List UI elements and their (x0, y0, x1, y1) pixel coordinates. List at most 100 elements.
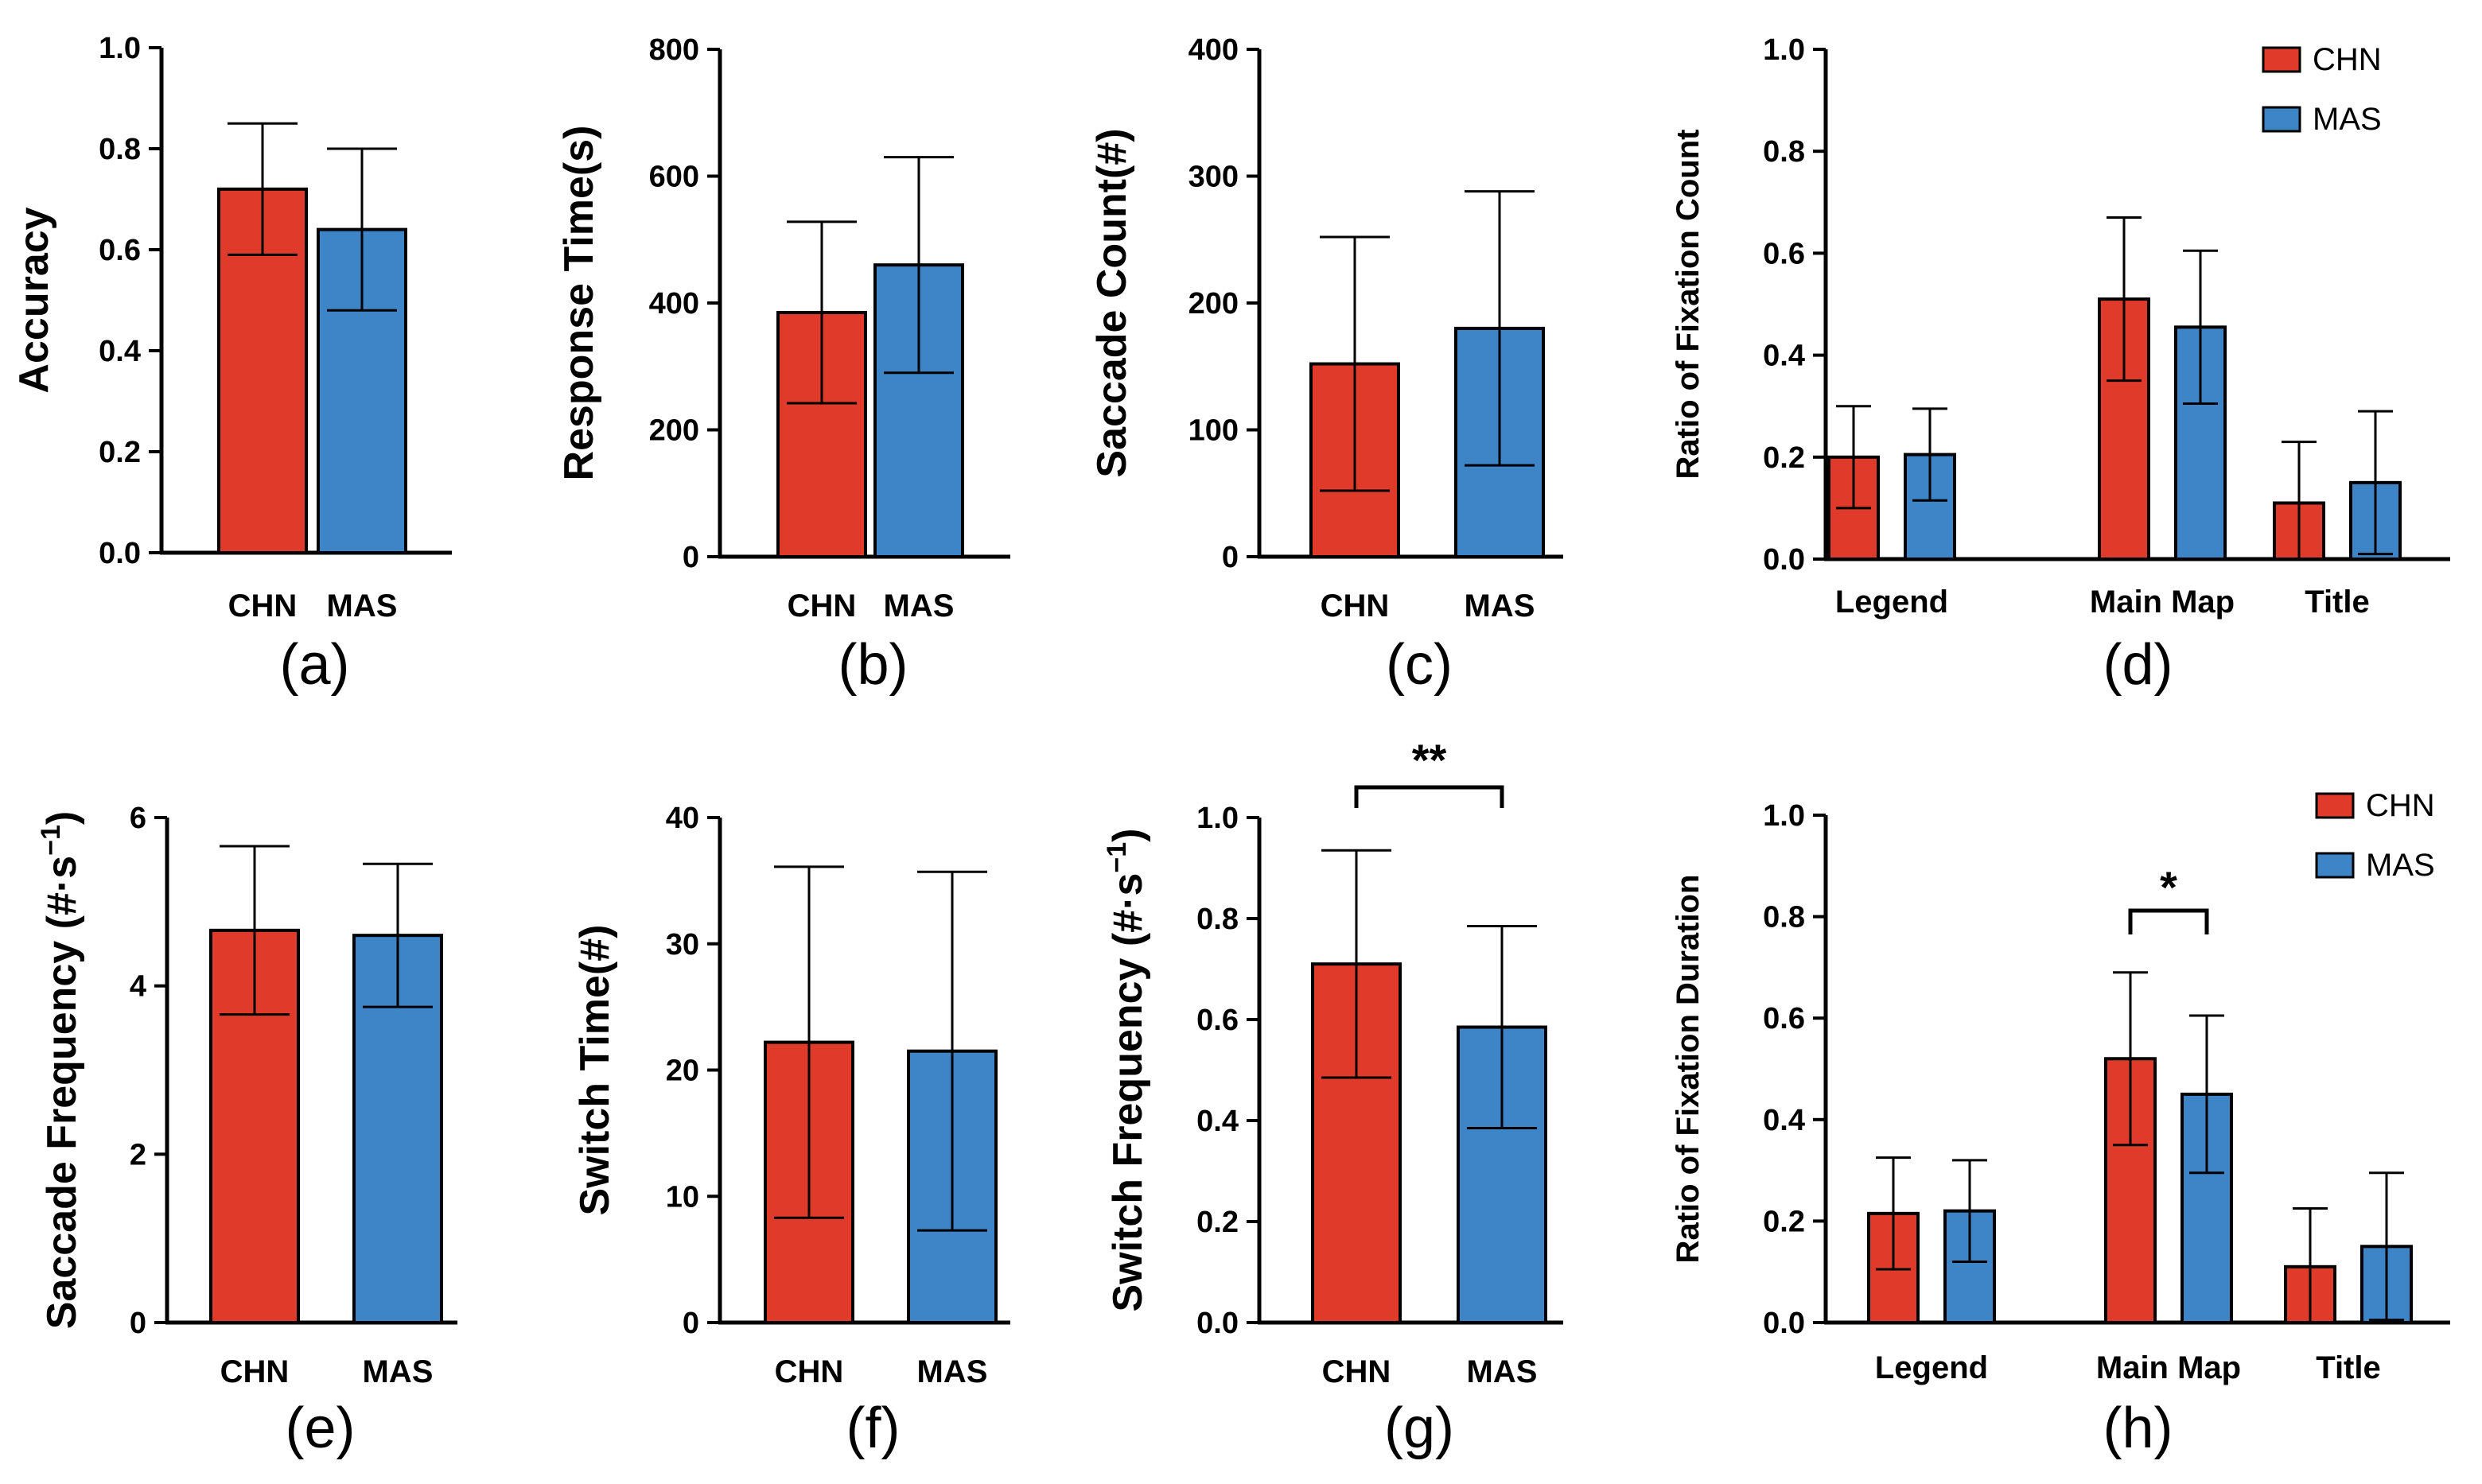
y-tick-label: 0.8 (1763, 901, 1805, 934)
y-tick-label: 0.8 (1763, 135, 1805, 169)
x-tick-label: Legend (1835, 585, 1948, 620)
x-tick-label: Title (2316, 1350, 2381, 1385)
y-tick-label: 2 (130, 1138, 146, 1171)
x-tick-label: CHN (1322, 1354, 1391, 1389)
legend-swatch-chn (2262, 46, 2301, 73)
y-tick-label: 0.2 (1196, 1206, 1239, 1239)
panel-b: 0 200 400 600 800 Response Time(s) CHN MAS (b) (556, 33, 1010, 697)
y-tick-label: 0.6 (1763, 1002, 1805, 1035)
y-axis-label: Accuracy (11, 207, 57, 393)
y-tick-label: 0.4 (1196, 1105, 1239, 1138)
panel-label: (a) (280, 633, 350, 697)
legend-label-mas: MAS (2313, 102, 2382, 137)
legend-label-chn: CHN (2313, 42, 2382, 77)
y-tick-label: 0.2 (99, 436, 141, 469)
x-tick-label: CHN (788, 589, 857, 624)
legend-label-mas: MAS (2366, 848, 2435, 883)
panel-c: 0 100 200 300 400 Saccade Count(#) CHN MAS (c) (1089, 33, 1563, 697)
y-tick-label: 0.8 (99, 133, 141, 166)
y-tick-label: 4 (130, 970, 146, 1004)
x-tick-label: CHN (228, 589, 298, 624)
panel-d: 0.0 0.2 0.4 0.6 0.8 1.0 Ratio of Fixation Coun… (1671, 33, 2450, 697)
y-tick-label: 0.0 (1763, 543, 1805, 577)
y-tick-label: 20 (666, 1055, 699, 1088)
panel-h: 0.0 0.2 0.4 0.6 0.8 1.0 Ratio of Fixation Dura… (1671, 788, 2450, 1460)
y-axis-label-end: ) (39, 811, 85, 825)
panel-label: (h) (2103, 1397, 2173, 1460)
y-tick-label: 100 (1188, 414, 1239, 448)
y-tick-label: 0.0 (99, 537, 141, 570)
x-tick-label: Main Map (2096, 1350, 2241, 1385)
y-tick-label: 0.0 (1196, 1307, 1239, 1340)
y-tick-label: 0.0 (1763, 1307, 1805, 1340)
y-tick-label: 0 (683, 541, 699, 574)
significance-bracket (2128, 908, 2209, 934)
y-tick-label: 400 (649, 287, 699, 320)
y-tick-label: 30 (666, 928, 699, 961)
panel-a: 0.0 0.2 0.4 0.6 0.8 1.0 Accuracy CHN MAS (a) (11, 32, 452, 697)
x-tick-label: MAS (1467, 1354, 1538, 1389)
x-tick-label: CHN (220, 1354, 290, 1389)
x-tick-label: MAS (1465, 589, 1535, 624)
y-tick-label: 0.6 (99, 234, 141, 267)
y-axis-label-end: ) (1105, 828, 1151, 841)
significance-bracket (1354, 785, 1504, 808)
y-tick-label: 200 (1188, 287, 1239, 320)
y-tick-label: 0 (1222, 541, 1239, 574)
panel-f: 0 10 20 30 40 Switch Time(#) CHN MAS (f) (572, 802, 1010, 1460)
y-tick-label: 0.6 (1196, 1004, 1239, 1037)
panel-g: 0.0 0.2 0.4 0.6 0.8 1.0 Switch Frequency (#·s−… (1102, 735, 1563, 1460)
y-tick-label: 0 (683, 1307, 699, 1340)
y-tick-label: 300 (1188, 161, 1239, 194)
y-tick-label: 200 (649, 414, 699, 448)
panel-label: (d) (2103, 633, 2173, 697)
panel-label: (b) (838, 633, 908, 697)
y-axis-label: Saccade Frequency (#·s−1) (36, 811, 85, 1329)
y-tick-label: 0.4 (99, 335, 141, 368)
significance-label: * (2160, 862, 2177, 912)
panel-label: (f) (846, 1397, 901, 1460)
y-axis-label: Saccade Count(#) (1089, 128, 1135, 477)
y-tick-label: 0.2 (1763, 441, 1805, 475)
panel-label: (g) (1384, 1397, 1454, 1460)
y-tick-label: 0.4 (1763, 340, 1805, 373)
x-tick-label: MAS (327, 589, 398, 624)
x-tick-label: Title (2305, 585, 2370, 620)
y-tick-label: 400 (1188, 33, 1239, 67)
y-tick-label: 1.0 (99, 32, 141, 65)
x-tick-label: MAS (884, 589, 955, 624)
panel-e: 0 2 4 6 Saccade Frequency (#·s−1) CHN MAS(e) (36, 802, 457, 1460)
y-axis-label: Switch Frequency (#·s−1) (1102, 828, 1151, 1311)
y-axis-label-superscript: −1 (36, 825, 66, 856)
legend-swatch-chn (2315, 792, 2355, 819)
y-tick-label: 0.6 (1763, 237, 1805, 270)
y-axis-label: Ratio of Fixation Count (1671, 130, 1706, 480)
bar-mas (2174, 325, 2227, 561)
y-tick-label: 0.2 (1763, 1205, 1805, 1238)
y-tick-label: 1.0 (1763, 799, 1805, 833)
x-tick-label: MAS (917, 1354, 988, 1389)
y-tick-label: 1.0 (1196, 802, 1239, 835)
y-tick-label: 600 (649, 161, 699, 194)
legend-swatch-mas (2315, 852, 2355, 879)
y-tick-label: 10 (666, 1180, 699, 1214)
y-tick-label: 0.4 (1763, 1104, 1805, 1137)
x-tick-label: CHN (1321, 589, 1390, 624)
y-tick-label: 0 (130, 1307, 146, 1340)
x-tick-label: Main Map (2090, 585, 2235, 620)
y-tick-label: 40 (666, 802, 699, 835)
y-axis-label: Ratio of Fixation Duration (1671, 875, 1706, 1264)
y-tick-label: 6 (130, 802, 146, 835)
y-tick-label: 1.0 (1763, 33, 1805, 67)
x-tick-label: Legend (1875, 1350, 1988, 1385)
panel-label: (e) (286, 1397, 356, 1460)
y-axis-label: Response Time(s) (556, 126, 602, 481)
panel-label: (c) (1386, 633, 1453, 697)
y-axis-label-superscript: −1 (1102, 842, 1132, 873)
x-tick-label: CHN (775, 1354, 844, 1389)
y-tick-label: 800 (649, 33, 699, 67)
legend-swatch-mas (2262, 106, 2301, 133)
significance-label: ** (1412, 735, 1447, 785)
y-axis-label: Switch Time(#) (572, 924, 618, 1215)
